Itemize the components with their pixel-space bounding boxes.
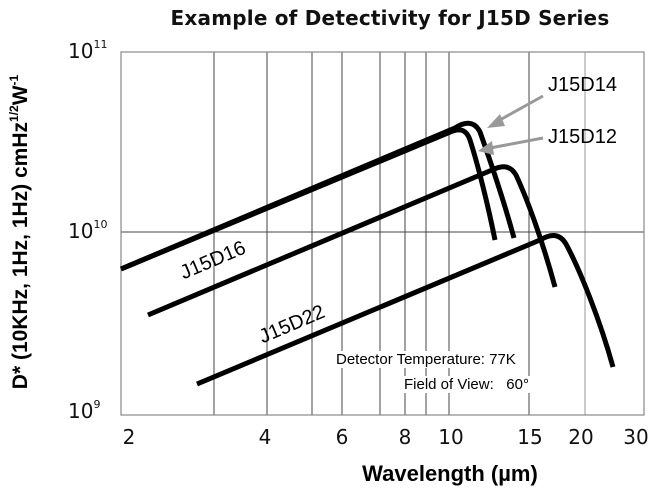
x-tick-2: 2 bbox=[122, 425, 136, 449]
plot-border bbox=[120, 51, 645, 416]
x-tick-4: 4 bbox=[258, 425, 272, 449]
y-tick-1e9: 109 bbox=[68, 398, 100, 423]
x-tick-6: 6 bbox=[335, 425, 349, 449]
y-axis-label-main: D* (10KHz, 1Hz, 1Hz) cmHz bbox=[9, 121, 32, 390]
arrow-j15d12-line bbox=[489, 136, 544, 150]
arrow-j15d12-head bbox=[478, 141, 494, 155]
y-axis-label-sup1: 1/2 bbox=[7, 105, 21, 122]
y-axis-label: D* (10KHz, 1Hz, 1Hz) cmHz1/2W-1 bbox=[7, 75, 33, 389]
arrow-j15d14-line bbox=[497, 94, 544, 123]
note-temperature: Detector Temperature: 77K bbox=[334, 351, 518, 368]
note-fov: Field of View: 60° bbox=[402, 376, 531, 393]
y-tick-exp: 9 bbox=[93, 398, 101, 411]
x-tick-15: 15 bbox=[517, 425, 543, 449]
x-axis-label: Wavelength (µm) bbox=[362, 461, 538, 486]
annotation-arrows bbox=[478, 94, 544, 155]
y-tick-base: 10 bbox=[68, 39, 94, 63]
y-tick-exp: 10 bbox=[93, 218, 108, 231]
y-tick-exp: 11 bbox=[93, 38, 108, 51]
y-tick-base: 10 bbox=[68, 399, 94, 423]
curve-j15d16 bbox=[147, 164, 558, 318]
x-tick-10: 10 bbox=[438, 425, 464, 449]
x-tick-20: 20 bbox=[568, 425, 594, 449]
curves bbox=[120, 120, 616, 387]
chart-title: Example of Detectivity for J15D Series bbox=[170, 6, 610, 30]
x-tick-8: 8 bbox=[398, 425, 412, 449]
curve-j15d22 bbox=[196, 233, 616, 387]
arrow-j15d14-head bbox=[487, 114, 505, 128]
x-tick-30: 30 bbox=[623, 425, 649, 449]
y-axis-label-mid: W bbox=[9, 85, 32, 106]
label-j15d14: J15D14 bbox=[548, 74, 617, 96]
y-tick-1e11: 1011 bbox=[68, 38, 107, 63]
label-j15d12: J15D12 bbox=[548, 126, 617, 148]
y-tick-base: 10 bbox=[68, 219, 94, 243]
y-axis-label-sup2: -1 bbox=[7, 74, 21, 86]
curve-j15d14 bbox=[120, 120, 517, 272]
y-tick-1e10: 1010 bbox=[68, 218, 107, 243]
